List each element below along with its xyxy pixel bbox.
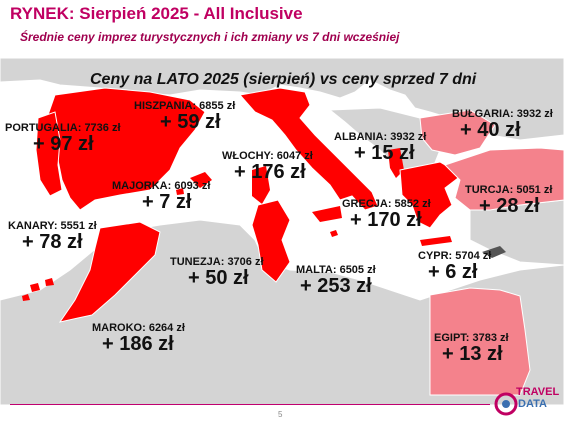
travel-data-logo: TRAVEL DATA (492, 384, 560, 423)
country-label: WŁOCHY: 6047 zł (222, 150, 313, 162)
price-change: + 15 zł (354, 142, 415, 164)
price-change: + 40 zł (460, 119, 521, 141)
page-title: RYNEK: Sierpień 2025 - All Inclusive (10, 4, 303, 23)
sicily-shape (312, 206, 342, 222)
country-tunezja: TUNEZJA: 3706 zł + 50 zł (170, 256, 264, 289)
majorka-shape (190, 172, 212, 188)
egypt-shape (429, 287, 531, 396)
country-label: TURCJA: 5051 zł (465, 184, 553, 196)
morocco-shape (58, 221, 161, 323)
country-cypr: CYPR: 5704 zł + 6 zł (418, 250, 491, 283)
country-wlochy: WŁOCHY: 6047 zł + 176 zł (222, 150, 313, 183)
country-label: HISZPANIA: 6855 zł (134, 100, 236, 112)
price-change: + 253 zł (300, 275, 372, 297)
price-change: + 186 zł (102, 333, 174, 355)
malta-shape (330, 230, 338, 237)
country-turcja: TURCJA: 5051 zł + 28 zł (465, 184, 552, 217)
price-change: + 28 zł (479, 195, 540, 217)
price-change: + 170 zł (350, 209, 422, 231)
price-change: + 13 zł (442, 343, 503, 365)
country-label: MALTA: 6505 zł (296, 264, 376, 276)
country-egipt: EGIPT: 3783 zł + 13 zł (434, 332, 509, 365)
country-label: MAJORKA: 6093 zł (112, 180, 211, 192)
country-grecja: GRECJA: 5852 zł + 170 zł (342, 198, 431, 231)
footer-divider (10, 404, 490, 405)
country-albania: ALBANIA: 3932 zł + 15 zł (334, 131, 426, 164)
price-change: + 97 zł (33, 133, 94, 155)
price-change: + 7 zł (142, 191, 192, 213)
canary-islands-shape (22, 278, 54, 301)
price-change: + 78 zł (22, 231, 83, 253)
page-subtitle: Średnie ceny imprez turystycznych i ich … (20, 30, 400, 44)
country-label: PORTUGALIA: 7736 zł (5, 122, 121, 134)
sardinia-shape (252, 166, 270, 204)
map-title: Ceny na LATO 2025 (sierpień) vs ceny spr… (90, 71, 477, 88)
country-label: TUNEZJA: 3706 zł (170, 256, 264, 268)
bulgaria-shape (419, 109, 496, 156)
country-maroko: MAROKO: 6264 zł + 186 zł (92, 322, 185, 355)
logo-line2: DATA (518, 398, 547, 410)
balearic-small-shape (176, 188, 184, 195)
page-number: 5 (278, 410, 283, 419)
crete-shape (420, 236, 452, 246)
country-label: EGIPT: 3783 zł (434, 332, 509, 344)
price-change: + 50 zł (188, 267, 249, 289)
country-label: KANARY: 5551 zł (8, 220, 97, 232)
country-majorka: MAJORKA: 6093 zł + 7 zł (112, 180, 210, 213)
cyprus-shape (482, 246, 506, 258)
country-bulgaria: BUŁGARIA: 3932 zł + 40 zł (452, 108, 553, 141)
portugal-shape (35, 111, 63, 197)
country-label: GRECJA: 5852 zł (342, 198, 431, 210)
country-label: ALBANIA: 3932 zł (334, 131, 427, 143)
price-change: + 6 zł (428, 261, 478, 283)
price-change: + 176 zł (234, 161, 306, 183)
country-label: CYPR: 5704 zł (418, 250, 492, 262)
price-change: + 59 zł (160, 111, 221, 133)
country-portugalia: PORTUGALIA: 7736 zł + 97 zł (5, 122, 121, 155)
turkey-shape (444, 147, 564, 211)
tunisia-shape (251, 199, 291, 283)
country-malta: MALTA: 6505 zł + 253 zł (296, 264, 376, 297)
country-label: MAROKO: 6264 zł (92, 322, 185, 334)
logo-line1: TRAVEL (516, 386, 560, 398)
country-label: BUŁGARIA: 3932 zł (452, 108, 553, 120)
country-hiszpania: HISZPANIA: 6855 zł + 59 zł (134, 100, 235, 133)
italy-shape (239, 87, 379, 211)
country-kanary: KANARY: 5551 zł + 78 zł (8, 220, 97, 253)
logo-mark-icon (494, 392, 518, 416)
